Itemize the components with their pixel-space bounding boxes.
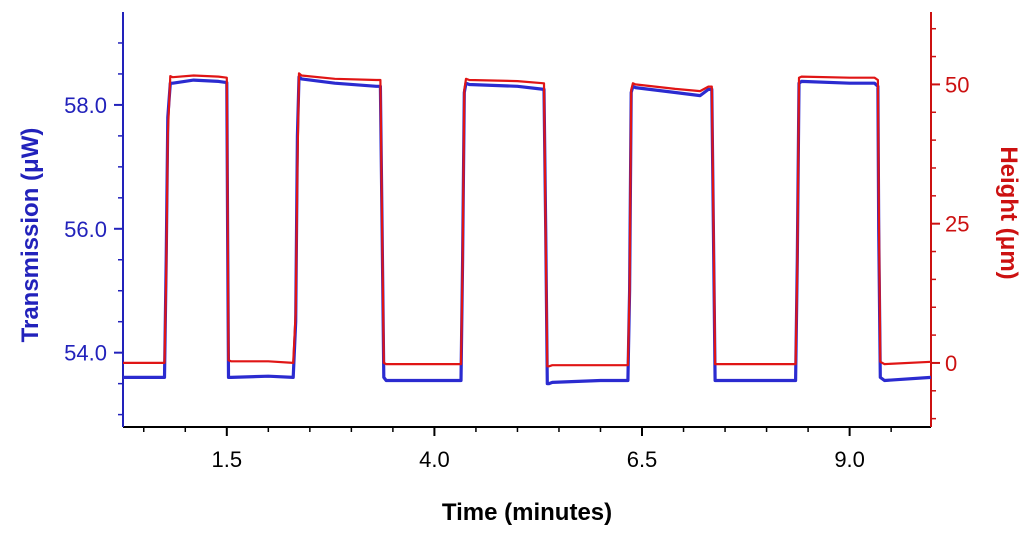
left-y-ticks: 54.0 56.0 58.0 xyxy=(64,42,123,416)
x-tick-label: 4.0 xyxy=(419,447,450,472)
x-ticks: 1.5 4.0 6.5 9.0 xyxy=(143,427,892,472)
left-y-tick-label: 56.0 xyxy=(64,217,107,242)
series-line-height xyxy=(123,72,932,368)
right-y-tick-label: 0 xyxy=(945,351,957,376)
left-y-tick-label: 54.0 xyxy=(64,341,107,366)
x-tick-label: 1.5 xyxy=(212,447,243,472)
x-tick-label: 9.0 xyxy=(834,447,865,472)
left-y-tick-label: 58.0 xyxy=(64,93,107,118)
series-line-transmission xyxy=(123,75,932,386)
right-y-ticks: 0 25 50 xyxy=(931,27,969,420)
plot-area xyxy=(122,12,932,428)
x-tick-label: 6.5 xyxy=(627,447,658,472)
right-y-tick-label: 25 xyxy=(945,212,969,237)
left-y-axis-title: Transmission (μW) xyxy=(17,128,44,343)
right-y-axis-title: Height (μm) xyxy=(995,146,1022,279)
right-y-tick-label: 50 xyxy=(945,72,969,97)
series-layer xyxy=(123,72,932,386)
x-axis-title: Time (minutes) xyxy=(442,499,612,526)
